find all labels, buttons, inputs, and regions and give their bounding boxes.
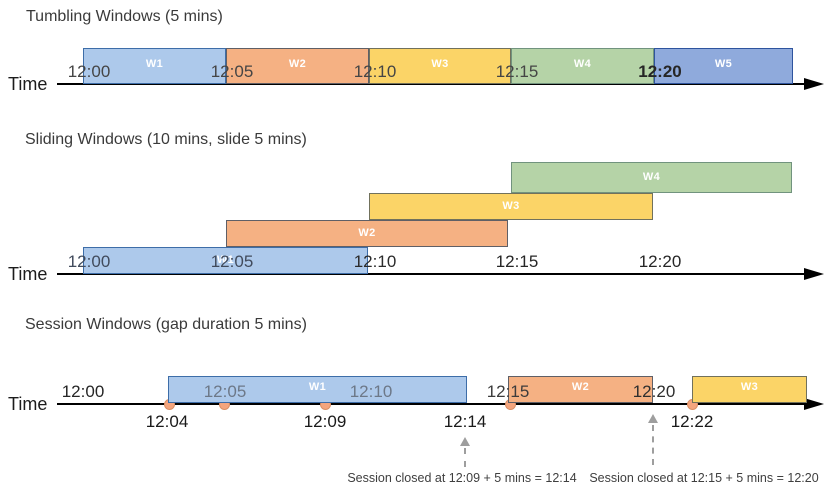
annotation-arrow-icon xyxy=(460,437,470,446)
tick-label: 12:05 xyxy=(210,252,254,271)
annotation-arrow-line xyxy=(464,448,466,467)
window-label: W2 xyxy=(571,381,590,393)
annotation-arrow-line xyxy=(652,425,654,465)
tick-label: 12:00 xyxy=(61,382,105,401)
window-label: W4 xyxy=(642,171,661,183)
window-box-w3: W3 xyxy=(369,193,653,220)
window-label: W1 xyxy=(145,58,164,70)
window-label: W2 xyxy=(288,58,307,70)
event-time-label: 12:14 xyxy=(443,412,487,431)
tick-label: 12:20 xyxy=(638,62,682,81)
tick-label: 12:15 xyxy=(495,62,539,81)
window-label: W4 xyxy=(573,58,592,70)
window-box-w4: W4 xyxy=(511,48,654,84)
event-time-label: 12:04 xyxy=(145,412,189,431)
window-box-w3: W3 xyxy=(369,48,511,84)
tick-label: 12:00 xyxy=(67,252,111,271)
section-title-tumbling: Tumbling Windows (5 mins) xyxy=(26,8,223,25)
event-time-label: 12:09 xyxy=(303,412,347,431)
section-title-session: Session Windows (gap duration 5 mins) xyxy=(25,316,307,333)
section-title-sliding: Sliding Windows (10 mins, slide 5 mins) xyxy=(25,131,307,148)
window-label: W5 xyxy=(714,58,733,70)
window-box-w4: W4 xyxy=(511,162,792,193)
window-box-w5: W5 xyxy=(654,48,793,84)
event-time-label: 12:22 xyxy=(670,412,714,431)
annotation-arrow-icon xyxy=(648,414,658,423)
tick-label: 12:05 xyxy=(210,62,254,81)
window-label: W3 xyxy=(740,381,759,393)
window-label: W3 xyxy=(431,58,449,70)
timeline-arrowhead-icon xyxy=(804,268,824,280)
tick-label: 12:20 xyxy=(632,382,676,401)
time-axis-label: Time xyxy=(8,74,48,94)
tick-label: 12:20 xyxy=(638,252,682,271)
timeline-arrowhead-icon xyxy=(804,398,824,410)
tick-label: 12:15 xyxy=(486,382,530,401)
annotation-text: Session closed at 12:15 + 5 mins = 12:20 xyxy=(589,471,819,485)
time-axis-label: Time xyxy=(8,394,48,414)
window-label: W3 xyxy=(502,200,520,212)
tick-label: 12:10 xyxy=(349,382,393,401)
window-box-w2: W2 xyxy=(226,220,508,247)
timeline xyxy=(57,403,806,405)
window-label: W1 xyxy=(216,254,235,266)
window-box-w2: W2 xyxy=(508,376,653,403)
tick-label: 12:10 xyxy=(353,252,397,271)
window-box-w1: W1 xyxy=(83,48,226,84)
tick-label: 12:00 xyxy=(67,62,111,81)
timeline xyxy=(57,83,806,85)
tick-label: 12:05 xyxy=(203,382,247,401)
window-box-w2: W2 xyxy=(226,48,369,84)
time-axis-label: Time xyxy=(8,264,48,284)
timeline xyxy=(57,273,806,275)
tick-label: 12:15 xyxy=(495,252,539,271)
window-box-w1: W1 xyxy=(168,376,467,403)
window-box-w3: W3 xyxy=(692,376,807,403)
timeline-arrowhead-icon xyxy=(804,78,824,90)
window-box-w1: W1 xyxy=(83,247,368,274)
annotation-text: Session closed at 12:09 + 5 mins = 12:14 xyxy=(347,471,577,485)
window-label: W2 xyxy=(358,227,376,239)
window-label: W1 xyxy=(308,381,327,393)
tick-label: 12:10 xyxy=(353,62,397,81)
